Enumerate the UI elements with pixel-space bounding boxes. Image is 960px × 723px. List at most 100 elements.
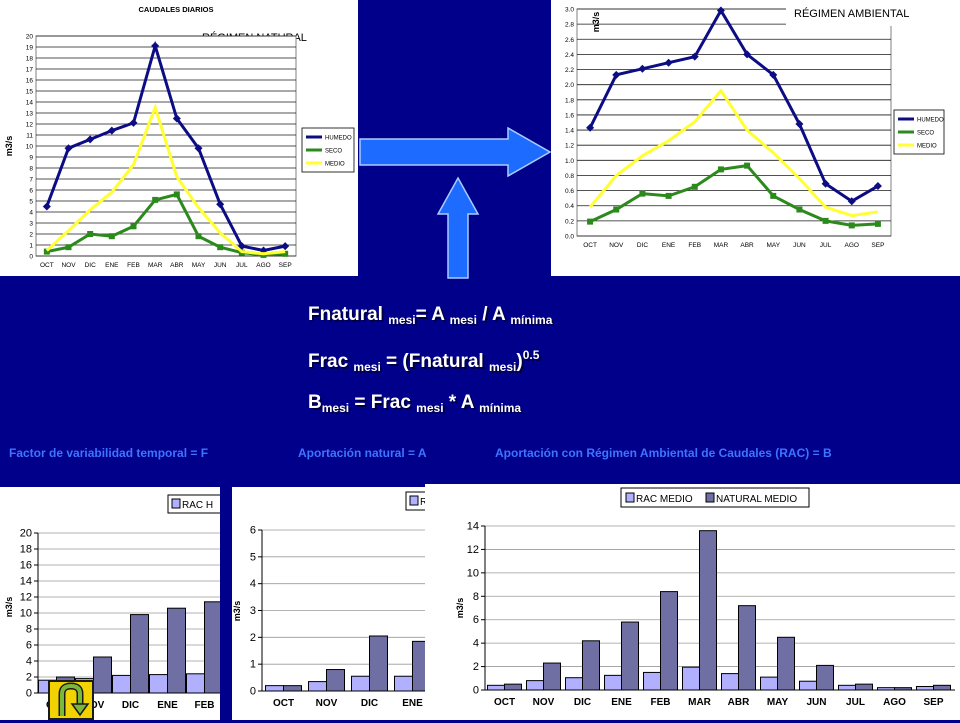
definition-a: Aportación natural = A: [298, 446, 427, 460]
data-point: [664, 58, 673, 67]
rac-bar: [351, 675, 370, 692]
natural-bar: [855, 683, 873, 691]
x-tick-label: JUN: [793, 242, 806, 249]
y-tick-label: 6: [29, 188, 33, 195]
return-button[interactable]: [48, 680, 94, 720]
natural-bar: [816, 664, 834, 691]
x-tick-label: OCT: [40, 262, 54, 269]
data-point: [848, 222, 855, 229]
y-tick-label: 8: [26, 624, 32, 636]
definitions-line: Factor de variabilidad temporal = F Apor…: [0, 446, 960, 466]
data-point: [847, 197, 856, 206]
natural-bar: [777, 636, 795, 691]
formula-text: Fnatural: [308, 304, 389, 325]
dry-bar-chart: 0 1 2 3 4 5 6 OCT NOV DIC ENE Rm3/s: [232, 491, 428, 709]
natural-bar: [738, 605, 756, 691]
y-tick-label: 2.4: [565, 52, 574, 59]
plot-area: [576, 8, 892, 237]
definition-f: Factor de variabilidad temporal = F: [9, 446, 209, 460]
y-axis-label: m3/s: [4, 136, 14, 157]
natural-bar: [621, 621, 639, 691]
formula-text: ): [516, 351, 523, 372]
series-line-humedo: [588, 7, 879, 203]
x-tick-label: NOV: [609, 242, 624, 249]
subtitle-box: [786, 0, 960, 26]
rac-bar: [487, 684, 505, 691]
y-tick-label: 2: [473, 661, 479, 673]
y-tick-label: 0.0: [565, 234, 574, 241]
y-tick-label: 4: [26, 656, 32, 668]
data-point: [586, 123, 595, 132]
x-tick-label: FEB: [195, 700, 215, 711]
y-tick-label: 15: [26, 89, 34, 96]
data-point: [151, 41, 160, 50]
y-tick-label: 13: [26, 111, 34, 118]
data-point: [639, 190, 646, 197]
y-tick-label: 7: [29, 177, 33, 184]
data-point: [87, 231, 94, 237]
rac-bar: [308, 681, 327, 692]
data-point: [743, 50, 752, 59]
legend-swatch: [409, 495, 419, 506]
y-tick-label: 20: [26, 34, 34, 41]
x-tick-label: MAR: [714, 242, 729, 249]
y-tick-label: 0: [26, 688, 32, 700]
x-tick-label: JUL: [820, 242, 832, 249]
x-tick-label: JUN: [214, 262, 227, 269]
rac-bar: [760, 676, 778, 691]
y-tick-label: 4: [473, 638, 479, 650]
y-tick-label: 5: [250, 551, 256, 563]
x-tick-label: MAR: [688, 697, 712, 708]
x-tick-label: MAY: [767, 697, 789, 708]
x-tick-label: ENE: [157, 700, 178, 711]
formula-text: / A: [476, 304, 511, 325]
legend-label: NATURAL MEDIO: [716, 494, 797, 505]
x-tick-label: SEP: [923, 697, 943, 708]
y-tick-label: 10: [20, 608, 32, 620]
formula-b: Bmesi = Frac mesi * A mínima: [308, 392, 521, 415]
y-tick-label: 12: [20, 592, 32, 604]
formula-subscript: mesi: [353, 360, 381, 374]
formula-frac: Frac mesi = (Fnatural mesi)0.5: [308, 348, 539, 374]
chart-title: CAUDALES DIARIOS: [138, 5, 213, 14]
formula-text: = Frac: [349, 392, 417, 413]
rac-bar: [265, 685, 284, 692]
natural-bar: [933, 684, 951, 691]
formula-text: = (Fnatural: [380, 351, 489, 372]
y-tick-label: 6: [250, 525, 256, 537]
data-point: [42, 202, 51, 211]
x-tick-label: JUN: [806, 697, 826, 708]
data-point: [217, 244, 224, 251]
natural-bar: [412, 640, 428, 692]
y-tick-label: 0.4: [565, 203, 574, 210]
natural-bar: [283, 685, 302, 692]
legend-label: MEDIO: [917, 144, 937, 150]
medium-bar-chart: 0 2 4 6 8 10 12 14 OCT NOV DIC ENE FEB MAR ABR MAY JUN JU…: [455, 487, 955, 708]
y-tick-label: 6: [26, 640, 32, 652]
data-point: [717, 166, 724, 173]
data-point: [822, 217, 829, 224]
legend-label: HUMEDO: [917, 118, 944, 124]
formula-subscript: mesi: [321, 401, 350, 415]
legend-label: SECO: [325, 149, 342, 155]
u-turn-icon: [58, 682, 90, 717]
data-point: [43, 248, 50, 255]
series-line-humedo: [45, 40, 286, 253]
y-tick-label: 5: [29, 199, 33, 206]
natural-bar: [504, 683, 522, 691]
natural-bar: [894, 687, 912, 691]
formula-text: Frac: [308, 351, 354, 372]
x-tick-label: JUL: [846, 697, 865, 708]
natural-bar: [660, 591, 678, 691]
x-tick-label: ENE: [611, 697, 632, 708]
x-tick-label: AGO: [845, 242, 859, 249]
data-point: [86, 135, 95, 144]
rac-bar: [149, 674, 168, 694]
data-point: [130, 223, 137, 230]
x-tick-label: NOV: [61, 262, 76, 269]
y-tick-label: 6: [473, 614, 479, 626]
natural-bar: [167, 607, 186, 694]
medium-bar-chart-panel: 0 2 4 6 8 10 12 14 OCT NOV DIC ENE FEB MAR ABR MAY JUN JU…: [425, 484, 960, 720]
formula-subscript: mínima: [479, 401, 522, 415]
x-tick-label: SEP: [279, 262, 292, 269]
